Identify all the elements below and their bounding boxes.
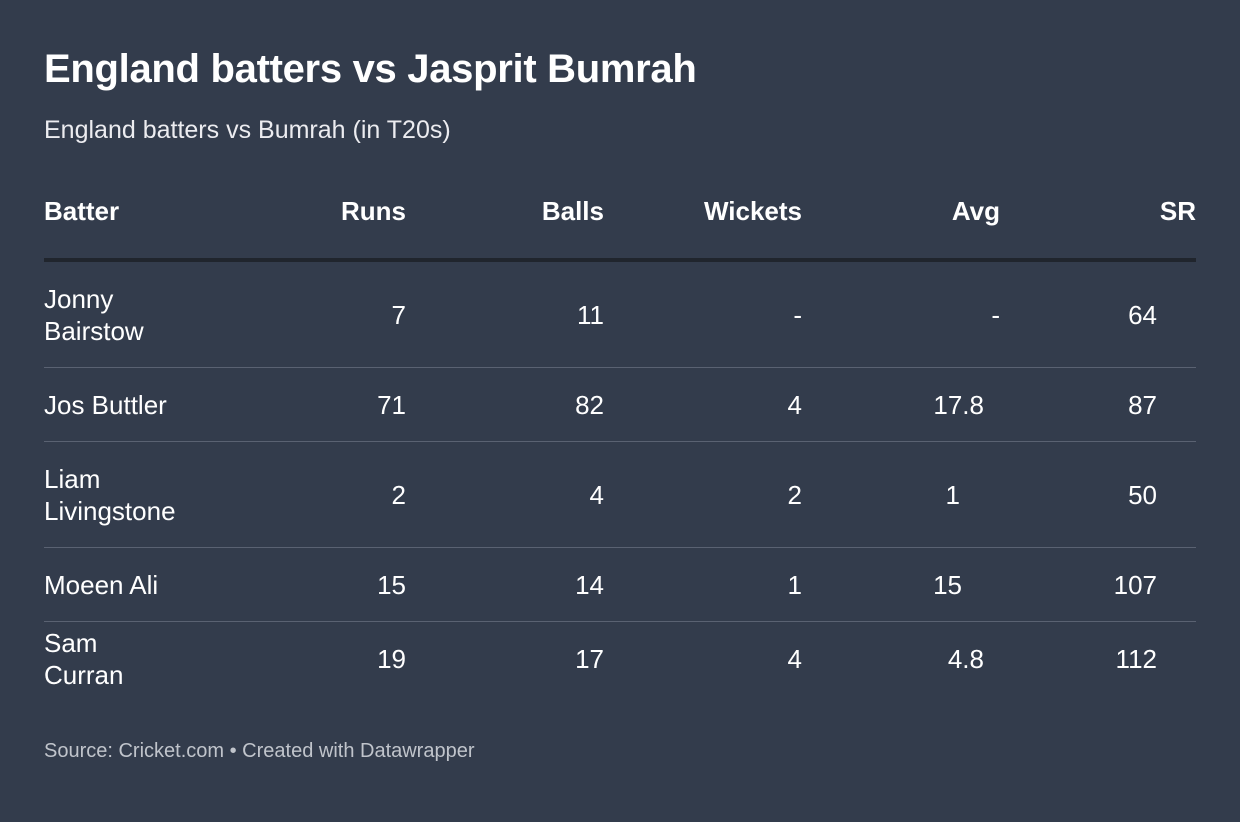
balls-cell: 82 [406, 367, 604, 442]
source-note: Source: Cricket.com • Created with Dataw… [44, 740, 475, 762]
column-header-batter[interactable]: Batter [44, 196, 184, 262]
batter-cell: Jos Buttler [44, 367, 184, 442]
column-header-runs[interactable]: Runs [184, 196, 406, 262]
avg-cell: 1 [802, 441, 1000, 548]
balls-cell: 14 [406, 547, 604, 622]
table-header-row: Batter Runs Balls Wickets Avg SR [44, 196, 1196, 262]
runs-cell: 19 [377, 644, 406, 674]
avg-cell: 4.8 [947, 644, 984, 674]
batter-cell: Moeen Ali [44, 547, 184, 622]
data-table: Batter Runs Balls Wickets Avg SR Jonny B… [44, 196, 1196, 696]
wickets-cell: 4 [787, 644, 802, 674]
wickets-cell: 4 [604, 367, 802, 442]
column-header-sr[interactable]: SR [1000, 196, 1196, 262]
table-row: Jonny Bairstow 7 11 - - 64 [44, 260, 1196, 368]
table-row: Sam Curran 19 17 4 4.8 112 [44, 622, 1196, 697]
wickets-cell: 2 [604, 441, 802, 548]
balls-cell: 4 [406, 441, 604, 548]
runs-cell: 15 [184, 547, 406, 622]
batter-cell: Jonny Bairstow [44, 260, 184, 368]
sr-cell: 112 [1115, 644, 1157, 674]
sr-cell: 64 [1000, 260, 1196, 368]
column-header-avg[interactable]: Avg [802, 196, 1000, 262]
balls-cell: 17 [575, 644, 604, 674]
sr-cell: 50 [1000, 441, 1196, 548]
sr-cell: 107 [1000, 547, 1196, 622]
table-row: Moeen Ali 15 14 1 15 107 [44, 547, 1196, 622]
avg-cell: 17.8 [802, 367, 1000, 442]
batter-cell: Liam Livingstone [44, 441, 184, 548]
chart-container: England batters vs Jasprit Bumrah Englan… [44, 44, 1196, 696]
chart-subtitle: England batters vs Bumrah (in T20s) [44, 116, 451, 144]
wickets-cell: - [604, 260, 802, 368]
runs-cell: 2 [184, 441, 406, 548]
avg-cell: 15 [802, 547, 1000, 622]
balls-cell: 11 [406, 260, 604, 368]
wickets-cell: 1 [604, 547, 802, 622]
runs-cell: 71 [184, 367, 406, 442]
batter-cell: Sam Curran [44, 628, 124, 690]
avg-cell: - [802, 260, 1000, 368]
runs-cell: 7 [184, 260, 406, 368]
column-header-balls[interactable]: Balls [406, 196, 604, 262]
chart-title: England batters vs Jasprit Bumrah [44, 47, 697, 91]
table-row: Liam Livingstone 2 4 2 1 50 [44, 441, 1196, 548]
sr-cell: 87 [1000, 367, 1196, 442]
column-header-wickets[interactable]: Wickets [604, 196, 802, 262]
table-row: Jos Buttler 71 82 4 17.8 87 [44, 367, 1196, 442]
